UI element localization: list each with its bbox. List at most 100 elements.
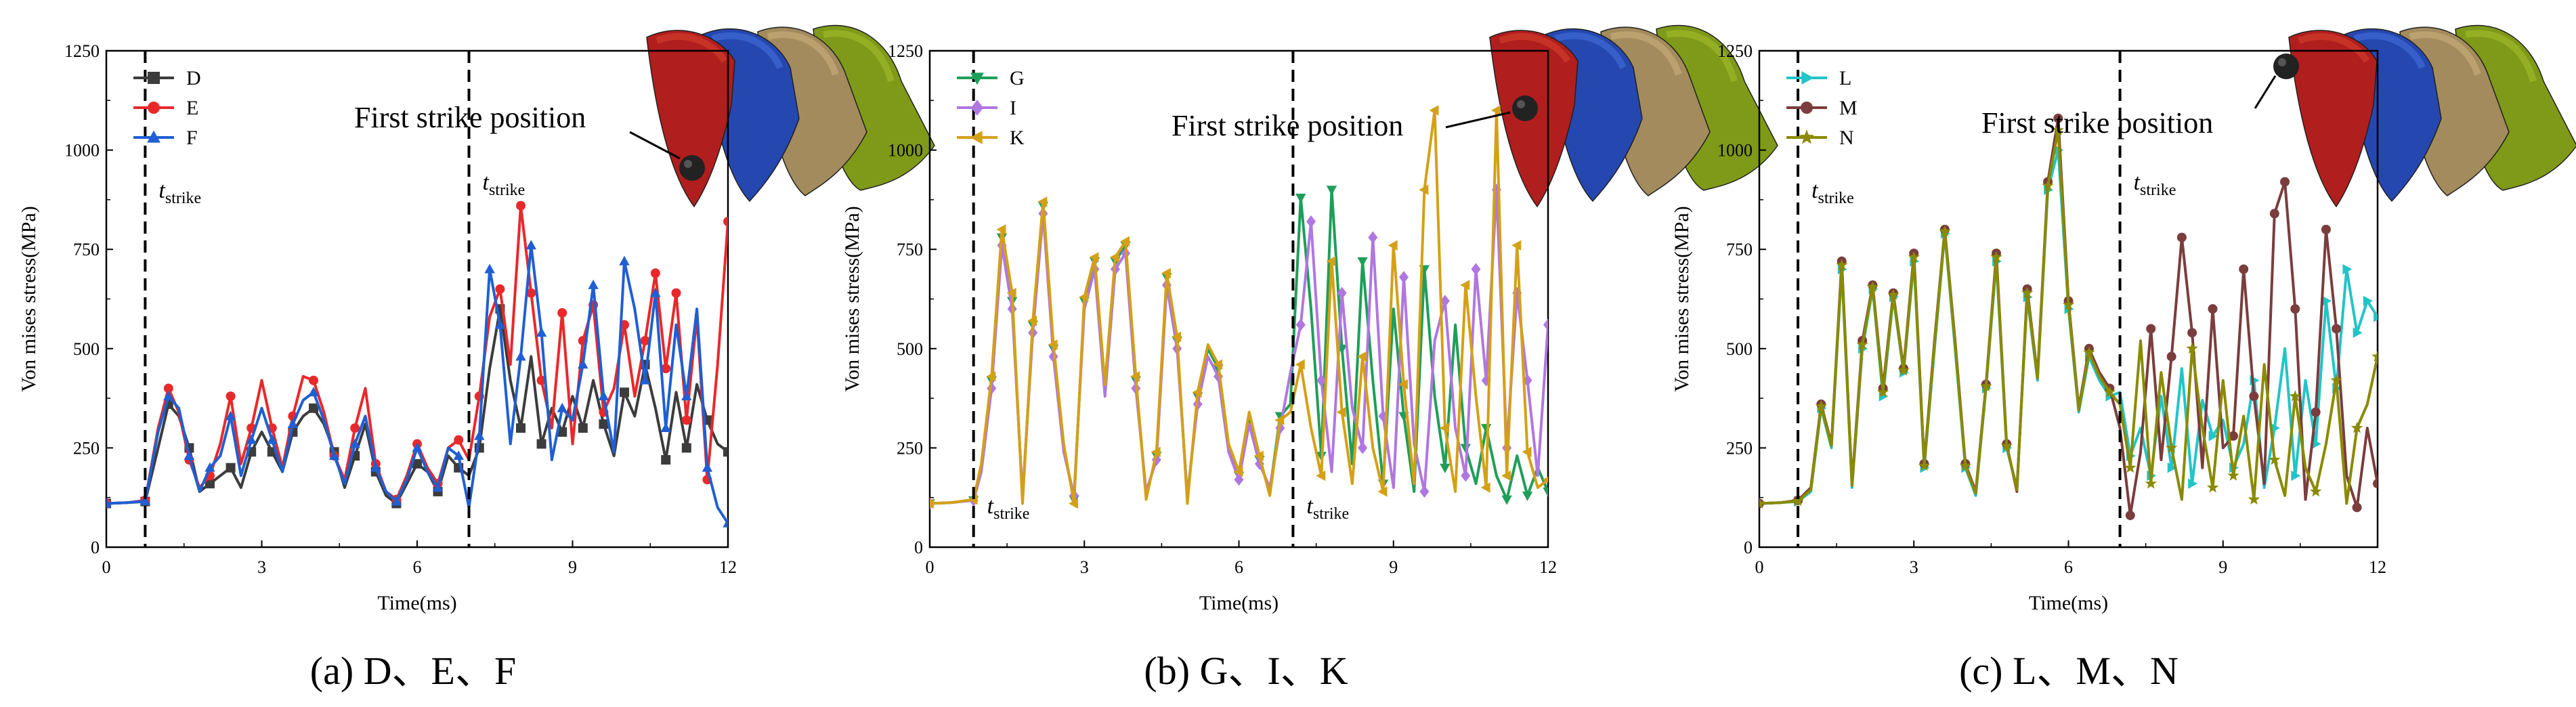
legend-marker-G: [970, 72, 984, 85]
data-point-K: [1253, 450, 1264, 461]
x-tick-label: 6: [1235, 557, 1243, 577]
data-point-F: [328, 450, 340, 460]
data-point-E: [671, 288, 681, 298]
data-point-M: [2125, 511, 2135, 521]
legend-marker-L: [1801, 71, 1814, 85]
data-point-E: [226, 391, 236, 402]
data-point-F: [474, 430, 485, 440]
data-point-N: [2103, 386, 2116, 398]
data-point-N: [1792, 494, 1804, 507]
x-tick-label: 3: [257, 557, 266, 577]
data-point-K: [1130, 371, 1140, 382]
data-point-N: [2166, 442, 2178, 453]
data-point-K: [1172, 331, 1182, 342]
data-point-I: [1419, 485, 1430, 498]
data-point-F: [619, 255, 630, 265]
data-point-G: [1357, 257, 1368, 267]
blade-section-0: [2288, 30, 2378, 208]
data-point-K: [1398, 379, 1408, 390]
data-point-K: [1027, 316, 1037, 326]
data-point-F: [650, 287, 661, 297]
data-point-M: [2166, 351, 2176, 362]
data-point-K: [1460, 280, 1470, 291]
data-point-L: [2321, 295, 2332, 307]
data-point-G: [1501, 495, 1512, 505]
data-point-N: [1836, 259, 1848, 270]
data-point-I: [1368, 231, 1378, 244]
strike-label-sub: strike: [1818, 190, 1854, 207]
data-point-K: [1233, 466, 1243, 477]
data-point-K: [1480, 482, 1490, 493]
data-point-F: [106, 498, 112, 508]
blade-highlight-1: [711, 32, 783, 70]
data-point-F: [515, 351, 526, 361]
data-point-F: [453, 450, 464, 460]
legend-label-K: K: [1010, 127, 1025, 149]
strike-label-main: t: [2134, 170, 2141, 195]
legend-label-M: M: [1839, 97, 1858, 119]
x-tick-label: 0: [102, 557, 111, 577]
blade-model-0: [646, 24, 935, 208]
strike-label: tstrike: [2134, 170, 2176, 199]
data-point-F: [681, 391, 692, 401]
data-point-K: [1161, 267, 1171, 279]
annotation-text: First strike position: [1172, 109, 1403, 142]
data-point-M: [2249, 391, 2259, 402]
strike-label-sub: strike: [165, 190, 201, 207]
y-tick-label: 500: [73, 339, 100, 359]
data-point-M: [2176, 232, 2187, 242]
data-point-N: [1759, 497, 1765, 509]
data-point-N: [1887, 288, 1899, 300]
y-tick-label: 1000: [1717, 141, 1753, 160]
data-point-L: [2167, 463, 2177, 473]
data-point-N: [2042, 179, 2054, 191]
y-tick-label: 500: [897, 339, 923, 359]
data-point-M: [2332, 324, 2342, 334]
blade-highlight-0: [1499, 33, 1571, 63]
strike-ball-highlight: [684, 160, 692, 168]
data-point-F: [308, 387, 319, 397]
x-tick-label: 6: [2064, 557, 2073, 577]
data-point-N: [1939, 225, 1951, 237]
data-point-I: [1306, 215, 1316, 228]
strike-label-main: t: [1306, 494, 1314, 519]
data-point-I: [1234, 473, 1244, 486]
data-point-N: [1876, 386, 1889, 398]
data-point-L: [2342, 263, 2353, 275]
data-point-M: [2053, 113, 2063, 123]
data-point-K: [1048, 339, 1058, 350]
panel-caption: (c) L、M、N: [1959, 649, 2178, 693]
data-point-K: [1192, 387, 1202, 398]
data-point-N: [2310, 485, 2322, 497]
x-tick-label: 0: [926, 557, 935, 577]
data-point-G: [1522, 491, 1533, 501]
blade-section-0: [1489, 30, 1579, 208]
data-point-N: [2289, 390, 2301, 402]
x-tick-label: 6: [413, 557, 422, 577]
data-point-G: [1295, 194, 1306, 204]
data-point-N: [2052, 124, 2064, 135]
data-point-E: [557, 308, 567, 318]
strike-ball: [1512, 95, 1538, 121]
y-tick-label: 1250: [1717, 41, 1753, 61]
data-point-N: [1908, 251, 1920, 263]
data-point-M: [2321, 224, 2331, 234]
strike-label-sub: strike: [2140, 181, 2176, 199]
data-point-E: [309, 375, 318, 385]
y-tick-label: 1250: [64, 41, 100, 61]
data-point-D: [205, 479, 215, 489]
data-point-N: [2021, 286, 2034, 299]
data-point-K: [1295, 359, 1305, 370]
data-point-M: [2280, 177, 2290, 187]
data-point-F: [723, 517, 728, 528]
strike-label-main: t: [1811, 178, 1819, 203]
blade-highlight-2: [1610, 31, 1682, 76]
y-tick-label: 1000: [888, 141, 923, 160]
data-point-E: [681, 415, 691, 425]
y-axis-label: Von mises stress(MPa): [1671, 206, 1693, 391]
data-point-F: [525, 240, 536, 250]
data-point-D: [309, 403, 318, 413]
data-point-F: [578, 359, 588, 369]
data-point-N: [1866, 280, 1879, 293]
